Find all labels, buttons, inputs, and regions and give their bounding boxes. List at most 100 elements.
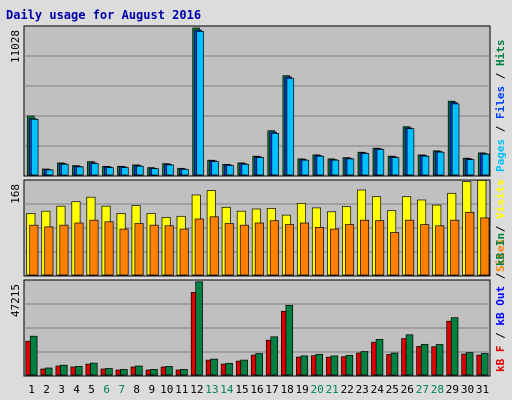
bar-kb-in (90, 362, 98, 376)
x-tick-label: 3 (58, 383, 65, 396)
x-tick-label: 7 (118, 383, 125, 396)
bar-pages (196, 31, 204, 176)
bar-pages (301, 159, 310, 176)
bar-pages (226, 165, 234, 176)
bar-kb-in (60, 364, 68, 376)
bar-kb-in (330, 355, 339, 376)
bar-sites (375, 220, 385, 276)
x-tick-label: 23 (356, 383, 369, 396)
series-legend: Sites / Visits (494, 179, 507, 272)
bar-sites (450, 219, 460, 276)
bar-kb-in (210, 358, 218, 376)
bar-pages (61, 163, 69, 176)
bar-sites (44, 226, 54, 276)
bar-kb-in (390, 352, 399, 376)
x-tick-label: 21 (326, 383, 339, 396)
x-tick-label: 12 (190, 383, 203, 396)
y-max-label: 47215 (9, 284, 22, 317)
bar-kb-in (300, 355, 309, 376)
bar-kb-in (29, 335, 38, 376)
bar-kb-in (315, 353, 324, 376)
bar-sites (420, 224, 430, 276)
bar-pages (391, 157, 400, 176)
bar-sites (345, 224, 355, 276)
x-tick-label: 25 (386, 383, 399, 396)
y-max-label: 11028 (9, 30, 22, 63)
bar-kb-in (75, 366, 83, 376)
x-tick-label: 30 (461, 383, 474, 396)
bar-pages (241, 163, 249, 176)
bar-sites (465, 211, 475, 276)
x-tick-label: 22 (341, 383, 354, 396)
chart-title: Daily usage for August 2016 (6, 8, 201, 22)
legend-separator: / (494, 326, 507, 346)
bar-kb-in (285, 304, 294, 376)
x-tick-label: 8 (133, 383, 140, 396)
bar-sites (194, 218, 204, 276)
bar-sites (29, 224, 39, 276)
bar-pages (91, 163, 99, 176)
bar-sites (330, 228, 340, 276)
x-tick-label: 10 (160, 383, 173, 396)
x-tick-label: 28 (431, 383, 444, 396)
legend-entry: kB Out (494, 286, 507, 326)
x-tick-label: 29 (446, 383, 459, 396)
bar-pages (406, 128, 415, 176)
bar-pages (136, 165, 144, 176)
bar-sites (480, 217, 490, 276)
bar-kb-in (165, 366, 173, 376)
bar-kb-in (255, 353, 263, 376)
bar-kb-in (375, 339, 384, 376)
bar-pages (286, 78, 295, 176)
x-tick-label: 14 (220, 383, 234, 396)
bar-kb-in (180, 369, 188, 376)
bar-kb-in (420, 343, 429, 376)
bar-pages (151, 168, 159, 176)
bar-sites (119, 228, 129, 276)
bar-sites (224, 223, 234, 276)
bar-pages (436, 151, 445, 176)
bar-pages (30, 118, 39, 176)
bar-pages (361, 153, 370, 176)
bar-sites (360, 219, 370, 276)
x-tick-label: 26 (401, 383, 414, 396)
x-tick-label: 17 (265, 383, 278, 396)
series-legend: kB F / kB Out / kB In (494, 233, 507, 372)
legend-entry: Hits (494, 40, 507, 67)
legend-entry: Sites (494, 239, 507, 272)
x-tick-label: 27 (416, 383, 429, 396)
bar-sites (149, 224, 159, 276)
x-tick-label: 4 (73, 383, 80, 396)
panel-visits-sites: 168 Sites / Visits (9, 179, 507, 277)
bar-pages (181, 169, 189, 176)
x-tick-label: 19 (295, 383, 308, 396)
bar-sites (299, 222, 309, 276)
bar-sites (134, 223, 144, 276)
bar-pages (316, 155, 325, 176)
legend-entry: kB F (494, 346, 507, 373)
x-axis-labels: 1 2 3 4 5 6 7 8 9 10 11 12 13 14 15 16 17 18 19 20 21 22 23 24 2… (28, 383, 489, 396)
bar-sites (179, 228, 189, 276)
panel-hits-files-pages: 11028 Pages / Files / Hits (9, 25, 507, 177)
bar-sites (390, 232, 400, 276)
bar-pages (346, 158, 355, 176)
bar-sites (254, 222, 264, 276)
legend-entry: Visits (494, 179, 507, 219)
bar-kb-in (44, 367, 53, 376)
bar-sites (284, 224, 294, 276)
bar-kb-in (435, 344, 444, 376)
x-tick-label: 11 (175, 383, 188, 396)
x-tick-label: 16 (250, 383, 263, 396)
bar-sites (314, 227, 324, 276)
bar-sites (164, 225, 174, 276)
bar-kb-in (405, 334, 414, 376)
bar-kb-in (150, 369, 158, 376)
bar-sites (405, 219, 415, 276)
bar-kb-in (345, 354, 354, 376)
bar-sites (104, 221, 114, 276)
legend-separator: / (494, 219, 507, 239)
x-tick-label: 6 (103, 383, 110, 396)
bar-kb-in (120, 369, 128, 376)
